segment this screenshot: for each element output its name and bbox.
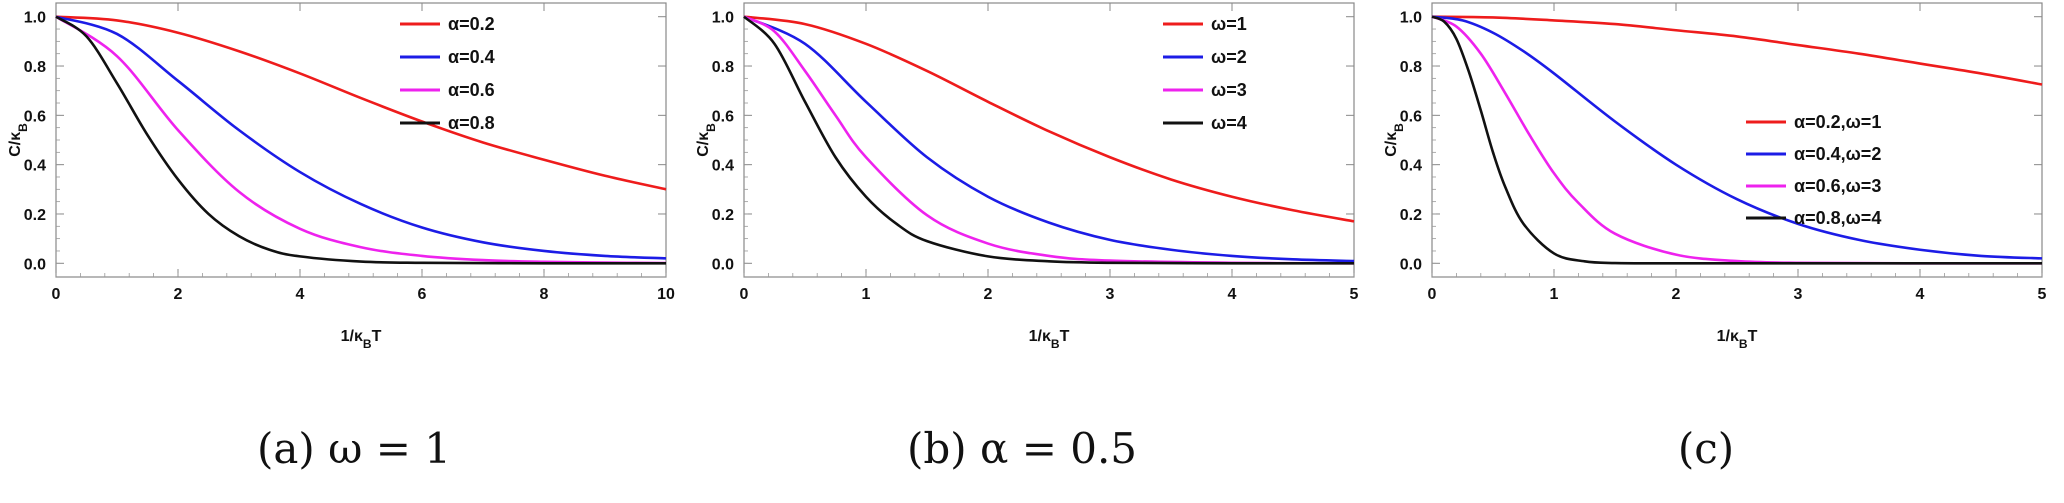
legend-label-4: ω=4 [1211, 113, 1247, 133]
x-axis-title: 1/κBT [341, 328, 382, 351]
x-tick-label: 3 [1106, 286, 1115, 303]
x-tick-label: 1 [1550, 286, 1559, 303]
y-tick-label: 0.4 [24, 158, 46, 175]
series-line-0-4-2 [1431, 15, 2043, 260]
x-tick-label: 3 [1794, 286, 1803, 303]
y-tick-label: 0.8 [1400, 59, 1422, 76]
legend-label-0-2: α=0.2 [448, 14, 495, 34]
y-tick-label: 0.0 [24, 256, 46, 273]
x-tick-label: 2 [1672, 286, 1681, 303]
y-tick-label: 0.0 [1400, 256, 1422, 273]
series-line-1 [743, 15, 1355, 223]
series-line-0-4 [55, 15, 667, 260]
series-line-0-6-3 [1431, 15, 2043, 265]
legend-label-0-8-4: α=0.8,ω=4 [1794, 208, 1881, 228]
series-line-0-8-4 [1431, 15, 2042, 265]
chart-panel-a: 0 2 4 6 8 10 0.0 0.2 0.4 0.6 0.8 1.0 1/κBT C/κB α=0.2 α… [7, 2, 675, 351]
chart-panel-c: 0 1 2 3 4 5 0.0 0.2 0.4 0.6 0.8 1.0 1/κBT C/κB α=0.2,ω… [1383, 2, 2047, 351]
legend-label-1: ω=1 [1211, 14, 1247, 34]
x-tick-label: 0 [1428, 286, 1437, 303]
plot-frame [1431, 2, 2043, 278]
legend-label-0-2-1: α=0.2,ω=1 [1794, 112, 1881, 132]
y-tick-label: 0.2 [712, 207, 734, 224]
x-tick-label: 8 [540, 286, 549, 303]
caption-panel-b: (b) α = 0.5 [906, 424, 1138, 473]
legend-label-0-4-2: α=0.4,ω=2 [1794, 144, 1881, 164]
x-tick-label: 2 [984, 286, 993, 303]
y-axis-title: C/κB [7, 123, 30, 157]
x-tick-label: 4 [296, 286, 305, 303]
x-tick-label: 6 [418, 286, 427, 303]
x-axis-title: 1/κBT [1029, 328, 1070, 351]
x-tick-label: 2 [174, 286, 183, 303]
y-tick-label: 0.8 [712, 59, 734, 76]
x-tick-label: 5 [2038, 286, 2047, 303]
y-tick-label: 0.2 [24, 207, 46, 224]
chart-panel-b: 0 1 2 3 4 5 0.0 0.2 0.4 0.6 0.8 1.0 1/κBT C/κB ω=1 ω=2 ω… [695, 2, 1359, 351]
caption-panel-c: (c) [1677, 424, 1735, 473]
x-tick-label: 1 [862, 286, 871, 303]
y-tick-label: 0.4 [712, 158, 734, 175]
y-tick-label: 1.0 [24, 10, 46, 27]
y-tick-label: 1.0 [1400, 10, 1422, 27]
y-tick-label: 0.0 [712, 256, 734, 273]
series-line-4 [743, 15, 1355, 265]
y-tick-label: 0.6 [24, 108, 46, 125]
y-tick-label: 1.0 [712, 10, 734, 27]
x-tick-label: 4 [1916, 286, 1925, 303]
y-tick-label: 0.2 [1400, 207, 1422, 224]
y-tick-label: 0.4 [1400, 158, 1422, 175]
series-line-0-8 [55, 15, 667, 265]
series-line-0-6 [55, 15, 667, 265]
y-tick-label: 0.8 [24, 59, 46, 76]
y-axis-title: C/κB [1383, 123, 1406, 157]
x-tick-label: 10 [657, 286, 675, 303]
series-line-3 [743, 15, 1355, 265]
legend-label-0-8: α=0.8 [448, 113, 495, 133]
x-tick-label: 5 [1350, 286, 1359, 303]
caption-panel-a: (a) ω = 1 [256, 424, 452, 473]
y-tick-label: 0.6 [1400, 108, 1422, 125]
series-line-0-2-1 [1431, 15, 2043, 86]
x-tick-label: 4 [1228, 286, 1237, 303]
legend-label-0-6: α=0.6 [448, 80, 495, 100]
x-tick-label: 0 [740, 286, 749, 303]
y-tick-label: 0.6 [712, 108, 734, 125]
series-line-2 [743, 15, 1355, 263]
x-tick-label: 0 [52, 286, 61, 303]
legend-label-2: ω=2 [1211, 47, 1247, 67]
y-axis-title: C/κB [695, 123, 718, 157]
x-axis-title: 1/κBT [1717, 328, 1758, 351]
legend-label-0-6-3: α=0.6,ω=3 [1794, 176, 1881, 196]
legend-label-3: ω=3 [1211, 80, 1247, 100]
legend-label-0-4: α=0.4 [448, 47, 495, 67]
series-line-0-2 [55, 15, 667, 191]
plot-frame [55, 2, 667, 278]
plot-frame [743, 2, 1355, 278]
